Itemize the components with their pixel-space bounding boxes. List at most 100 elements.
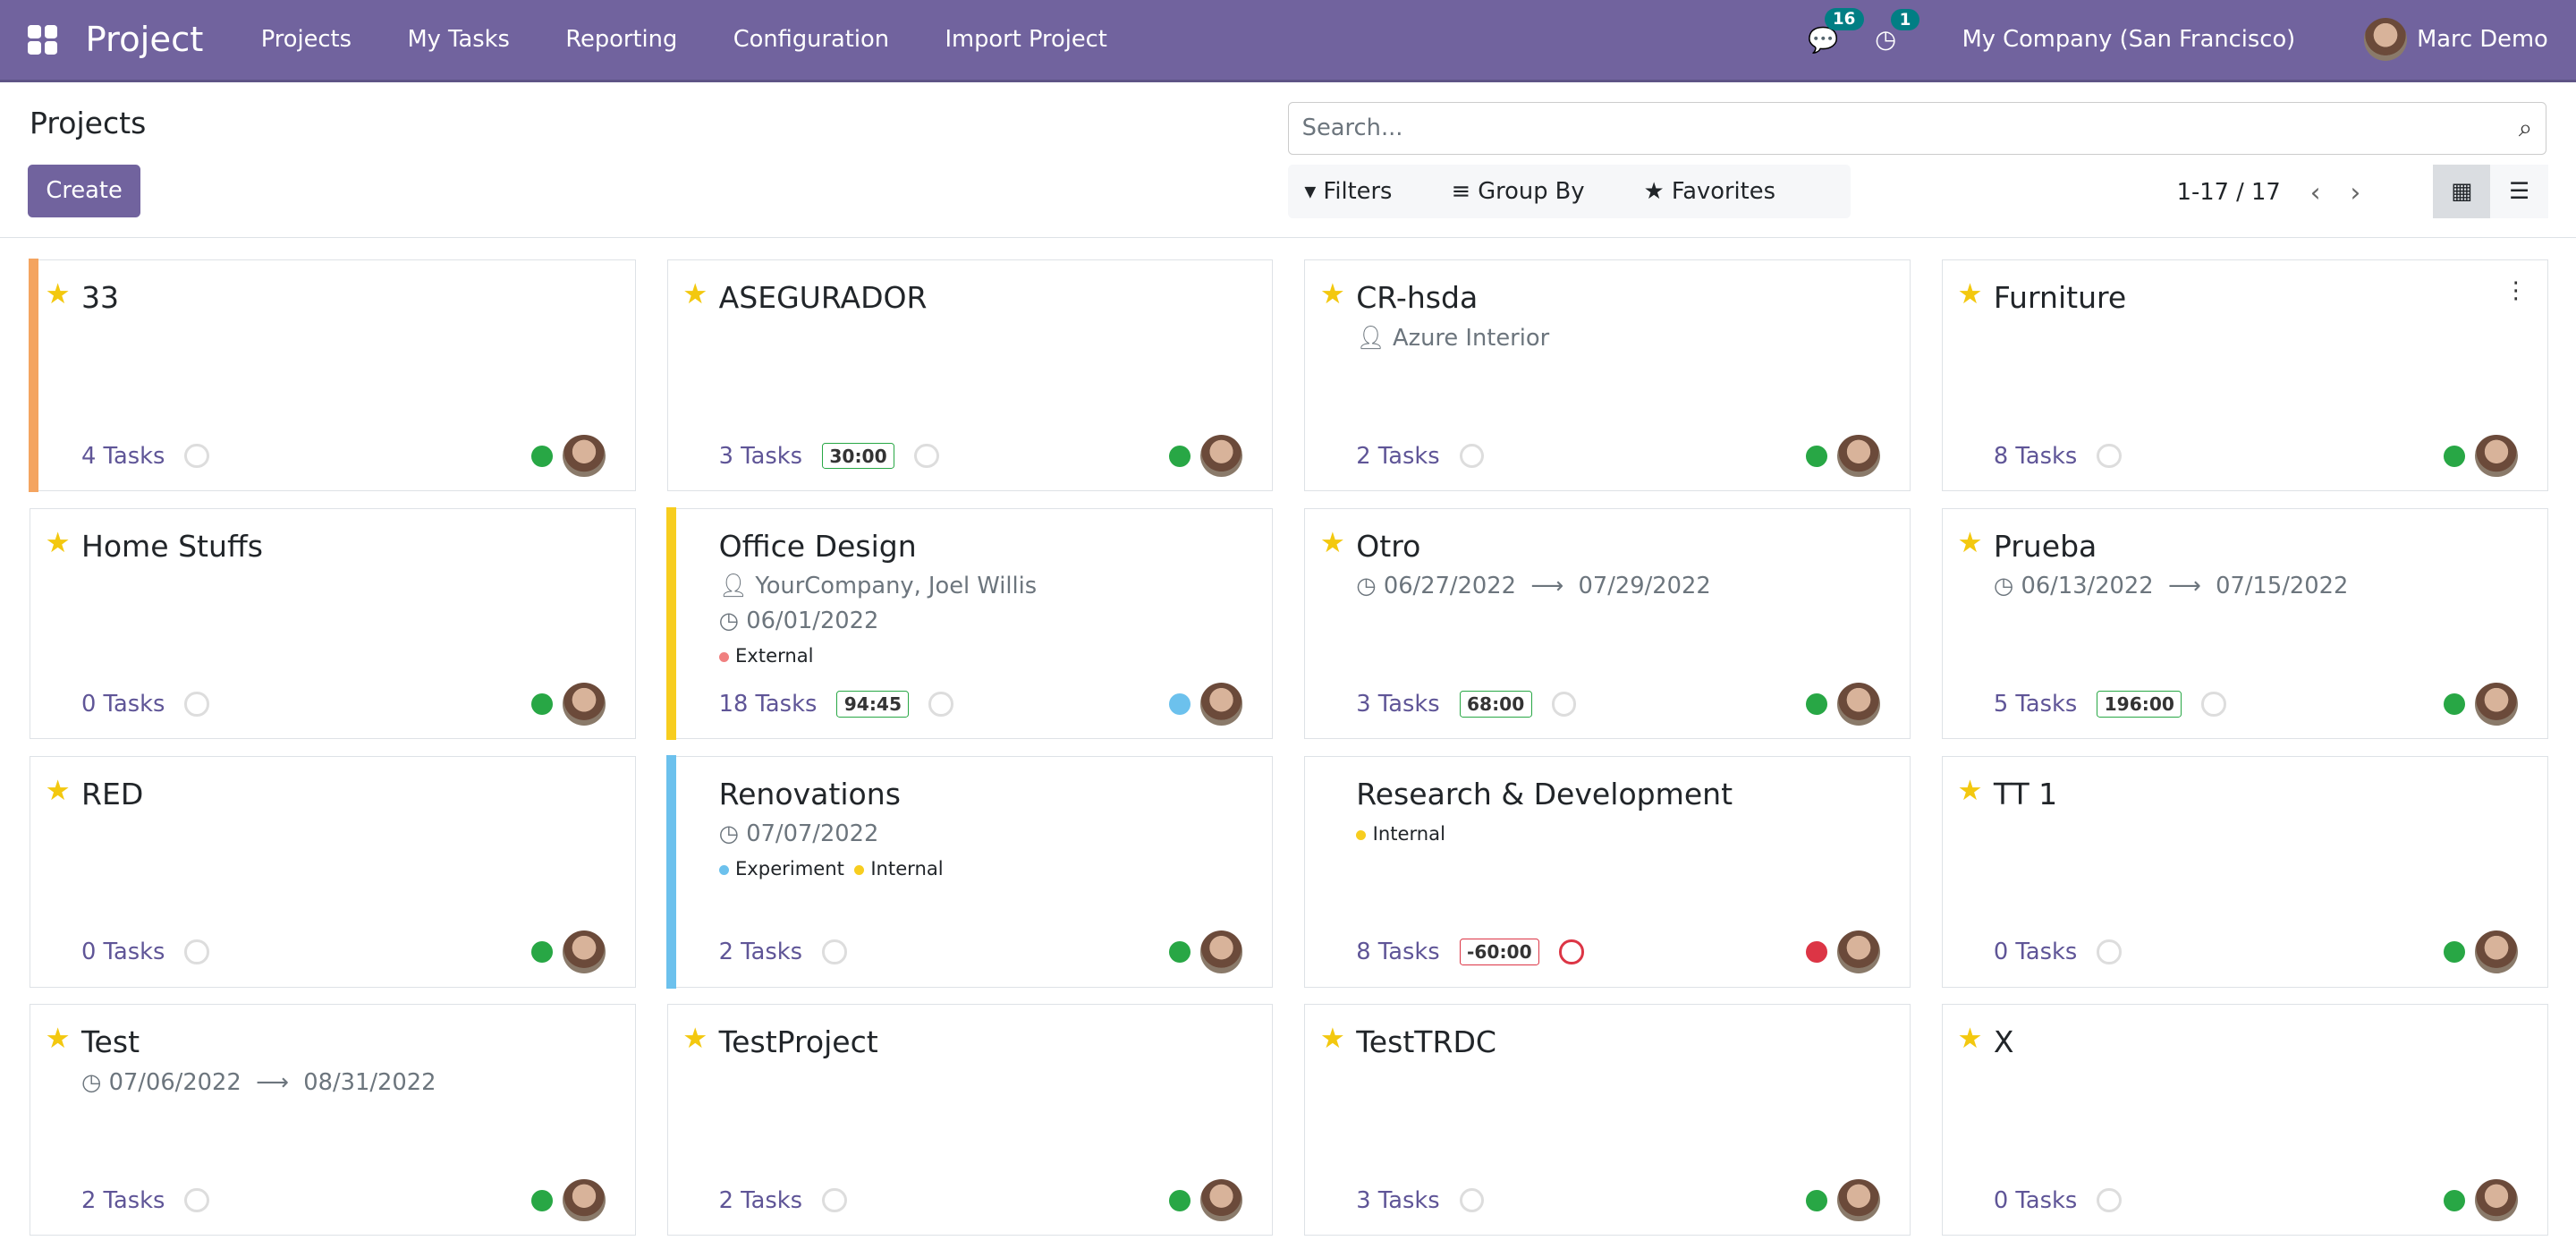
menu-configuration[interactable]: Configuration <box>733 26 890 54</box>
status-dot[interactable] <box>2443 445 2465 467</box>
filters-button[interactable]: ▾ Filters <box>1304 177 1393 205</box>
favorite-star-icon[interactable]: ★ <box>45 278 71 311</box>
favorite-star-icon[interactable]: ★ <box>45 526 71 559</box>
tasks-link[interactable]: 2 Tasks <box>1356 442 1440 470</box>
project-card[interactable]: ★ Prueba ◷ 06/13/2022 ⟶ 07/15/2022 5 Tasks 1… <box>1941 507 2548 740</box>
activity-clock-icon[interactable] <box>928 692 953 717</box>
tasks-link[interactable]: 3 Tasks <box>1356 1186 1440 1214</box>
favorite-star-icon[interactable]: ★ <box>1319 278 1345 311</box>
group-by-button[interactable]: ≡ Group By <box>1451 177 1585 205</box>
project-card[interactable]: ★ Home Stuffs 0 Tasks <box>30 507 636 740</box>
tasks-link[interactable]: 4 Tasks <box>80 442 165 470</box>
pager-next-icon[interactable]: › <box>2350 177 2361 208</box>
pager-value[interactable]: 1-17 / 17 <box>2176 179 2281 207</box>
activity-clock-icon[interactable] <box>2201 692 2226 717</box>
tasks-link[interactable]: 8 Tasks <box>1993 442 2078 470</box>
list-view-icon[interactable]: ☰ <box>2490 164 2548 219</box>
status-dot[interactable] <box>1806 941 1828 964</box>
status-dot[interactable] <box>1168 445 1191 467</box>
tasks-link[interactable]: 2 Tasks <box>718 1186 802 1214</box>
favorite-star-icon[interactable]: ★ <box>682 278 708 311</box>
project-card[interactable]: ★ TT 1 0 Tasks <box>1941 755 2548 988</box>
favorite-star-icon[interactable]: ★ <box>682 1023 708 1056</box>
status-dot[interactable] <box>531 445 553 467</box>
messages-icon[interactable]: 💬 16 <box>1808 8 1864 55</box>
menu-reporting[interactable]: Reporting <box>565 26 678 54</box>
status-dot[interactable] <box>531 1189 553 1211</box>
status-dot[interactable] <box>1168 692 1191 715</box>
activity-clock-icon[interactable] <box>184 939 209 965</box>
activity-clock-icon[interactable] <box>184 1187 209 1213</box>
company-switcher[interactable]: My Company (San Francisco) <box>1962 26 2296 54</box>
favorite-star-icon[interactable]: ★ <box>1957 775 1983 808</box>
app-name[interactable]: Project <box>85 19 204 60</box>
user-avatar[interactable] <box>2364 18 2408 61</box>
status-dot[interactable] <box>1806 1189 1828 1211</box>
activity-clock-icon[interactable] <box>184 692 209 717</box>
favorite-star-icon[interactable]: ★ <box>45 1023 71 1056</box>
project-card[interactable]: ★ Test ◷ 07/06/2022 ⟶ 08/31/2022 2 Tasks <box>30 1004 636 1236</box>
activity-clock-icon[interactable] <box>1459 443 1485 469</box>
project-card[interactable]: Renovations ◷ 07/07/2022 Experiment Interna… <box>665 755 1274 989</box>
tasks-link[interactable]: 8 Tasks <box>1356 939 1440 966</box>
tasks-link[interactable]: 3 Tasks <box>1356 690 1440 718</box>
favorites-button[interactable]: ★ Favorites <box>1643 177 1775 205</box>
status-dot[interactable] <box>531 692 553 715</box>
project-card[interactable]: ★ TestProject 2 Tasks <box>666 1004 1274 1236</box>
project-card[interactable]: ★ 33 4 Tasks <box>29 259 636 492</box>
menu-my-tasks[interactable]: My Tasks <box>407 26 510 54</box>
card-menu-icon[interactable]: ⋮ <box>2504 276 2528 304</box>
status-dot[interactable] <box>2443 692 2465 715</box>
activity-clock-icon[interactable] <box>1559 939 1584 965</box>
search-input[interactable]: Search... ⌕ <box>1287 101 2546 155</box>
favorite-star-icon[interactable]: ★ <box>1957 526 1983 559</box>
activity-clock-icon[interactable] <box>2097 1187 2122 1213</box>
activities-icon[interactable]: ◷ 1 <box>1875 8 1919 54</box>
tasks-link[interactable]: 0 Tasks <box>1993 1186 2078 1214</box>
status-dot[interactable] <box>1168 941 1191 964</box>
project-card[interactable]: Research & Development Internal 8 Tasks -60… <box>1304 755 1911 988</box>
menu-projects[interactable]: Projects <box>260 26 352 54</box>
menu-import-project[interactable]: Import Project <box>945 26 1107 54</box>
apps-menu-icon[interactable] <box>28 24 58 55</box>
kanban-view-icon[interactable]: ▦ <box>2433 164 2491 219</box>
tasks-link[interactable]: 5 Tasks <box>1993 690 2078 718</box>
favorite-star-icon[interactable]: ★ <box>1957 278 1983 311</box>
status-dot[interactable] <box>1806 445 1828 467</box>
status-dot[interactable] <box>2443 941 2465 964</box>
activity-clock-icon[interactable] <box>2097 443 2122 469</box>
project-card[interactable]: Office Design 👤︎ YourCompany, Joel Willis… <box>665 506 1274 741</box>
status-dot[interactable] <box>531 941 553 964</box>
activity-clock-icon[interactable] <box>1459 1187 1485 1213</box>
user-menu[interactable]: Marc Demo <box>2417 26 2548 54</box>
pager-previous-icon[interactable]: ‹ <box>2309 177 2321 208</box>
favorite-star-icon[interactable]: ★ <box>1319 1023 1345 1056</box>
search-icon[interactable]: ⌕ <box>2518 113 2533 142</box>
tasks-link[interactable]: 18 Tasks <box>718 690 818 718</box>
project-card[interactable]: ★ Otro ◷ 06/27/2022 ⟶ 07/29/2022 3 Tasks 68:… <box>1304 507 1911 740</box>
project-card[interactable]: ★ X 0 Tasks <box>1941 1004 2548 1236</box>
project-card[interactable]: ★ ASEGURADOR 3 Tasks 30:00 <box>666 259 1274 492</box>
activity-clock-icon[interactable] <box>914 443 939 469</box>
create-button[interactable]: Create <box>28 164 141 218</box>
activity-clock-icon[interactable] <box>2097 939 2122 965</box>
favorite-star-icon[interactable]: ★ <box>45 775 71 808</box>
tasks-link[interactable]: 0 Tasks <box>80 939 165 966</box>
status-dot[interactable] <box>1168 1189 1191 1211</box>
tasks-link[interactable]: 0 Tasks <box>1993 939 2078 966</box>
project-card[interactable]: ★ TestTRDC 3 Tasks <box>1304 1004 1911 1236</box>
favorite-star-icon[interactable]: ★ <box>1319 526 1345 559</box>
tasks-link[interactable]: 0 Tasks <box>80 690 165 718</box>
project-card[interactable]: ★ RED 0 Tasks <box>30 755 636 988</box>
tasks-link[interactable]: 2 Tasks <box>80 1186 165 1214</box>
project-card[interactable]: ★ CR-hsda 👤︎ Azure Interior 2 Tasks <box>1304 259 1911 492</box>
project-card[interactable]: ★ ⋮ Furniture 8 Tasks <box>1941 259 2548 492</box>
tasks-link[interactable]: 2 Tasks <box>718 939 802 966</box>
status-dot[interactable] <box>1806 692 1828 715</box>
tasks-link[interactable]: 3 Tasks <box>718 442 802 470</box>
activity-clock-icon[interactable] <box>822 1187 847 1213</box>
favorite-star-icon[interactable]: ★ <box>1957 1023 1983 1056</box>
activity-clock-icon[interactable] <box>822 939 847 965</box>
activity-clock-icon[interactable] <box>184 443 209 469</box>
status-dot[interactable] <box>2443 1189 2465 1211</box>
